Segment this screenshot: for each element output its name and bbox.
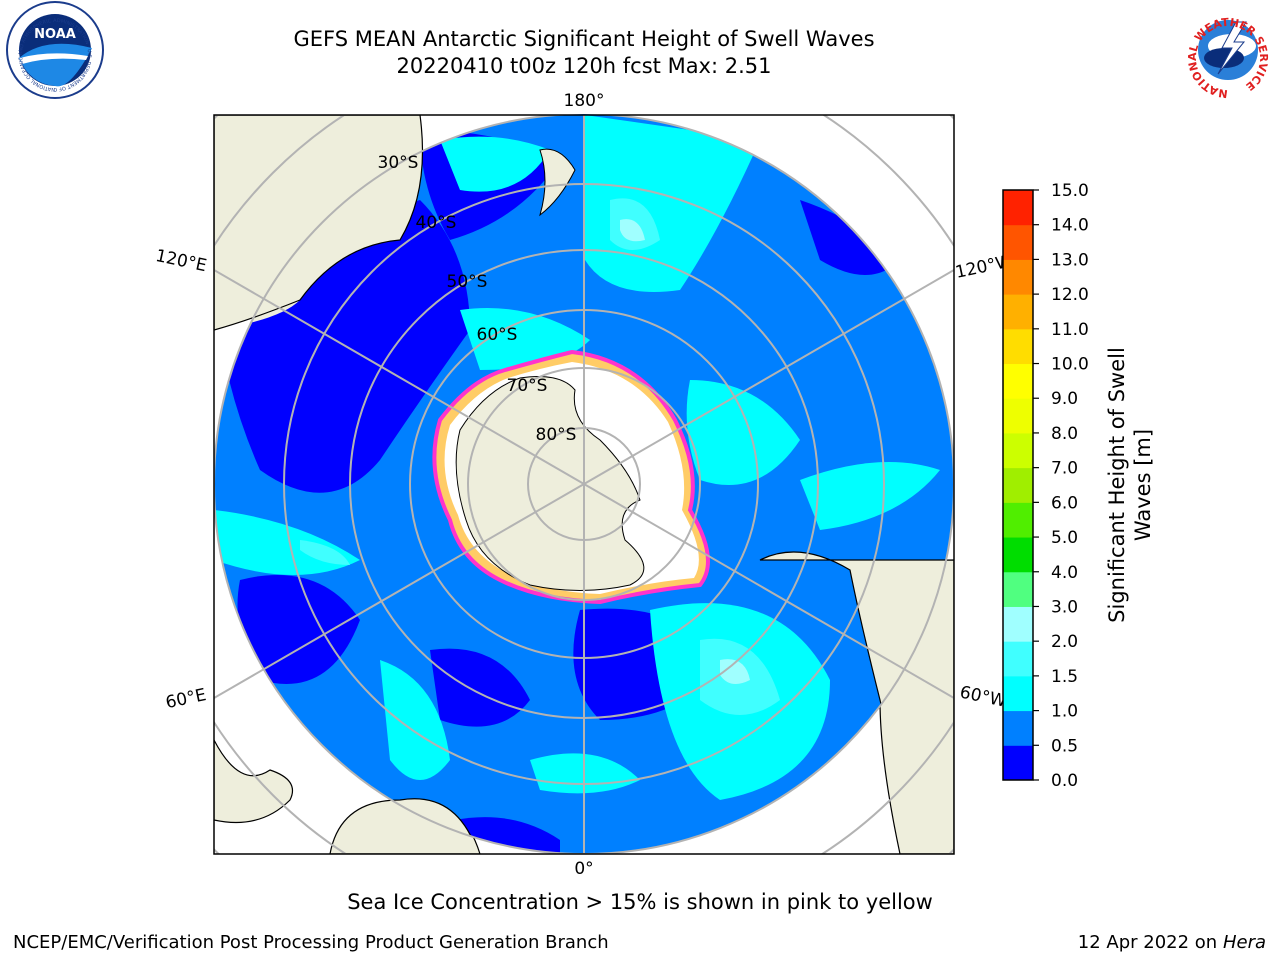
lon-label-top: 180° xyxy=(564,91,605,111)
colorbar: 0.0 0.5 1.0 1.5 2.0 3.0 4.0 5.0 6.0 7.0 8.0 9.0 10.0… xyxy=(1002,181,1089,791)
colorbar-swatch xyxy=(1003,328,1033,365)
lat-label-60s: 60°S xyxy=(477,325,518,345)
colorbar-tick-label: 0.0 xyxy=(1051,771,1078,791)
colorbar-swatch xyxy=(1003,571,1033,607)
footer-producer: NCEP/EMC/Verification Post Processing Pr… xyxy=(13,932,609,953)
colorbar-swatch xyxy=(1003,745,1033,781)
colorbar-swatch xyxy=(1003,606,1033,642)
colorbar-frame xyxy=(1002,189,1034,781)
colorbar-tick-label: 10.0 xyxy=(1051,355,1089,375)
colorbar-label-line1: Significant Height of Swell xyxy=(1105,347,1129,623)
colorbar-swatch xyxy=(1003,675,1033,712)
colorbar-tick-label: 11.0 xyxy=(1051,320,1089,340)
colorbar-swatch xyxy=(1003,641,1033,677)
colorbar-swatch xyxy=(1003,259,1033,295)
colorbar-swatch xyxy=(1003,190,1033,226)
graticule xyxy=(214,115,954,854)
colorbar-tick-label: 12.0 xyxy=(1051,285,1089,305)
colorbar-tick-label: 14.0 xyxy=(1051,216,1089,236)
lat-label-80s: 80°S xyxy=(536,425,577,445)
footer-date: 12 Apr 2022 on xyxy=(1077,932,1223,953)
lat-label-50s: 50°S xyxy=(447,272,488,292)
colorbar-tick-label: 9.0 xyxy=(1051,389,1078,409)
lat-label-40s: 40°S xyxy=(416,213,457,233)
colorbar-swatch xyxy=(1003,224,1033,260)
lon-label-bottom: 0° xyxy=(574,859,593,879)
map-frame xyxy=(213,114,955,855)
colorbar-tick-label: 0.5 xyxy=(1051,736,1078,756)
colorbar-tick-label: 3.0 xyxy=(1051,597,1078,617)
chart-title: GEFS MEAN Antarctic Significant Height o… xyxy=(293,27,875,51)
colorbar-tick-label: 5.0 xyxy=(1051,528,1078,548)
colorbar-tick-label: 2.0 xyxy=(1051,632,1078,652)
chart-subtitle: 20220410 t00z 120h fcst Max: 2.51 xyxy=(396,54,772,78)
colorbar-swatch xyxy=(1003,398,1033,434)
colorbar-swatch xyxy=(1003,432,1033,469)
footer-date-host: 12 Apr 2022 on Hera xyxy=(1078,932,1266,953)
colorbar-swatch xyxy=(1003,502,1033,538)
colorbar-label-line2: Waves [m] xyxy=(1131,429,1155,541)
colorbar-tick-label: 15.0 xyxy=(1051,181,1089,201)
lat-label-70s: 70°S xyxy=(507,376,548,396)
colorbar-swatch xyxy=(1003,467,1033,503)
colorbar-tick-label: 1.0 xyxy=(1051,702,1078,722)
colorbar-swatch xyxy=(1003,363,1033,399)
colorbar-tick-label: 4.0 xyxy=(1051,563,1078,583)
colorbar-tick-label: 8.0 xyxy=(1051,424,1078,444)
colorbar-tick-label: 7.0 xyxy=(1051,459,1078,479)
sea-ice-note: Sea Ice Concentration > 15% is shown in … xyxy=(347,890,933,914)
lon-label-lower-left: 60°E xyxy=(164,685,208,713)
colorbar-tick-label: 1.5 xyxy=(1051,667,1078,687)
colorbar-swatch xyxy=(1003,294,1033,330)
noaa-logo-text: NOAA xyxy=(34,27,76,42)
colorbar-swatch xyxy=(1003,537,1033,573)
lon-label-upper-left: 120°E xyxy=(154,246,209,276)
colorbar-tick-label: 6.0 xyxy=(1051,493,1078,513)
noaa-logo: NOAA NATIONAL OCEANIC AND ATMOSPHERIC AD… xyxy=(0,0,104,99)
footer-host: Hera xyxy=(1222,932,1266,953)
colorbar-swatch xyxy=(1003,710,1033,746)
nws-logo: NATIONAL WEATHER SERVICE xyxy=(1180,2,1276,100)
lon-label-lower-right: 60°W xyxy=(958,682,1008,711)
colorbar-tick-label: 13.0 xyxy=(1051,250,1089,270)
lat-label-30s: 30°S xyxy=(378,153,419,173)
